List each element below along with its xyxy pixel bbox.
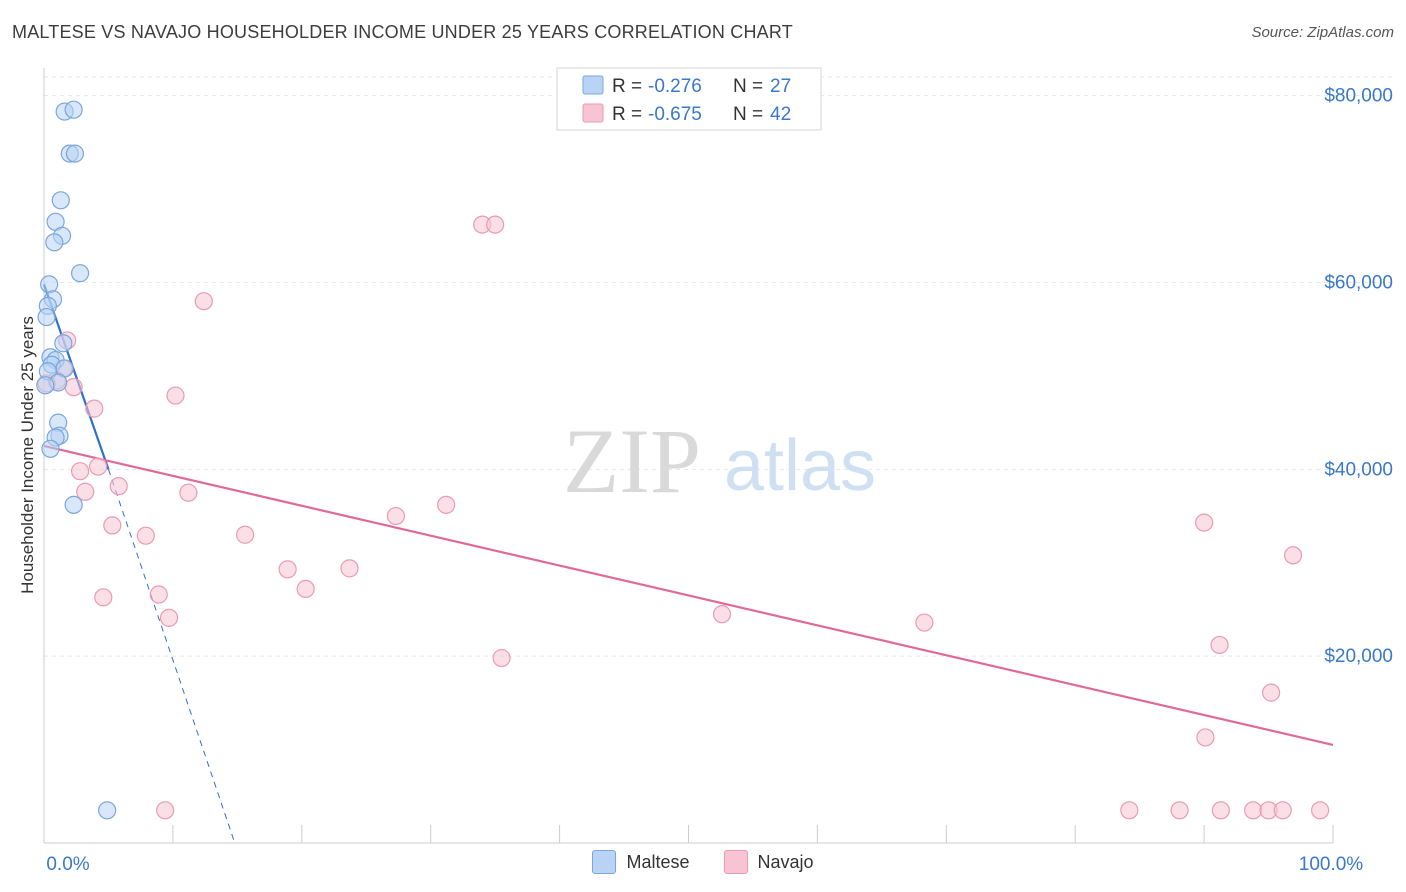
- navajo-point: [386, 506, 405, 526]
- navajo-point: [1210, 635, 1229, 655]
- navajo-point: [1196, 728, 1215, 747]
- navajo-point: [1262, 683, 1281, 702]
- navajo-point: [712, 605, 732, 624]
- maltese-point: [37, 307, 56, 327]
- navajo-point: [194, 292, 213, 311]
- navajo-point: [1120, 801, 1139, 820]
- maltese-point: [51, 191, 70, 210]
- navajo-point: [89, 457, 108, 476]
- tick-labels: $20,000 $40,000 $60,000 $80,000 0.0% 100.0%: [46, 86, 1393, 875]
- legend-label-navajo: Navajo: [757, 851, 814, 872]
- watermark-atlas: atlas: [724, 426, 876, 506]
- x-tick-label: 100.0%: [1299, 854, 1364, 875]
- navajo-point: [149, 585, 168, 604]
- navajo-swatch: [582, 103, 604, 123]
- navajo-point: [179, 483, 198, 502]
- maltese-point: [70, 264, 90, 283]
- navajo-point: [340, 559, 359, 578]
- navajo-point: [1243, 801, 1263, 820]
- navajo-point: [1273, 801, 1292, 820]
- series-legend: Maltese Navajo: [0, 850, 1406, 874]
- maltese-point: [65, 144, 85, 163]
- maltese-point: [98, 801, 117, 820]
- watermark-zip: ZIP: [563, 410, 701, 512]
- navajo-point: [296, 579, 315, 599]
- maltese-n-value: 27: [770, 76, 791, 97]
- y-tick-label: $60,000: [1324, 273, 1393, 294]
- navajo-point: [136, 526, 155, 545]
- navajo-point: [1283, 546, 1303, 565]
- maltese-point: [36, 376, 55, 395]
- navajo-point: [156, 801, 175, 820]
- navajo-legend-swatch: [723, 850, 748, 874]
- navajo-point: [278, 560, 297, 579]
- navajo-point: [1170, 801, 1189, 820]
- navajo-point: [492, 648, 511, 668]
- navajo-point: [109, 477, 128, 496]
- navajo-point: [1311, 801, 1330, 820]
- legend-label-maltese: Maltese: [626, 851, 690, 872]
- navajo-r-label: R =: [612, 104, 642, 125]
- navajo-n-label: N =: [733, 104, 763, 125]
- navajo-point: [437, 495, 456, 514]
- maltese-point: [64, 495, 83, 514]
- legend-item-navajo: Navajo: [723, 850, 814, 874]
- maltese-point: [45, 233, 64, 252]
- navajo-point: [1211, 801, 1230, 820]
- navajo-point: [915, 613, 934, 632]
- x-tick-label: 0.0%: [46, 854, 89, 875]
- source-label: Source: ZipAtlas.com: [1251, 24, 1394, 41]
- navajo-point: [235, 525, 255, 544]
- navajo-point: [70, 462, 90, 481]
- watermark: ZIP atlas: [563, 410, 876, 512]
- trend-lines: [42, 284, 1334, 844]
- maltese-r-label: R =: [612, 76, 642, 97]
- navajo-point: [159, 608, 179, 627]
- maltese-legend-swatch: [592, 850, 617, 874]
- stats-legend: R = -0.276 N = 27 R = -0.675 N = 42: [556, 67, 822, 131]
- grid-lines: [44, 76, 1392, 657]
- y-tick-label: $80,000: [1324, 86, 1393, 107]
- maltese-swatch: [582, 75, 604, 95]
- maltese-point: [41, 439, 60, 458]
- y-tick-label: $20,000: [1324, 646, 1393, 667]
- navajo-point: [85, 399, 104, 418]
- maltese-n-label: N =: [733, 76, 763, 97]
- data-points: [36, 100, 1330, 820]
- navajo-point: [103, 516, 122, 535]
- maltese-point: [64, 100, 83, 119]
- y-axis-label: Householder Income Under 25 years: [18, 316, 37, 594]
- legend-item-maltese: Maltese: [592, 850, 690, 874]
- navajo-point: [64, 378, 83, 397]
- navajo-r-value: -0.675: [648, 104, 702, 125]
- chart-title: MALTESE VS NAVAJO HOUSEHOLDER INCOME UND…: [12, 22, 793, 42]
- y-tick-label: $40,000: [1324, 459, 1393, 480]
- navajo-point: [76, 482, 95, 501]
- maltese-point: [54, 334, 73, 353]
- navajo-point: [166, 386, 185, 405]
- navajo-trend-line: [43, 444, 1334, 746]
- maltese-r-value: -0.276: [648, 76, 702, 97]
- navajo-point: [94, 588, 113, 607]
- navajo-point: [486, 215, 505, 234]
- navajo-n-value: 42: [770, 104, 791, 125]
- maltese-point: [40, 275, 59, 294]
- navajo-point: [1194, 513, 1214, 532]
- axes: [43, 68, 1334, 844]
